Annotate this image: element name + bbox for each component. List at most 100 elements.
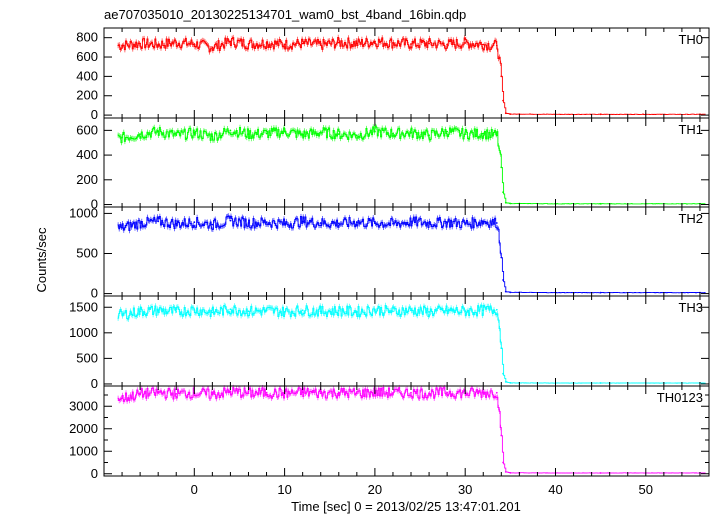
- data-point: [446, 130, 448, 133]
- data-point: [446, 309, 448, 312]
- panel-label-th0123: TH0123: [657, 390, 703, 405]
- data-point: [175, 41, 178, 44]
- data-point: [500, 347, 503, 350]
- data-point: [504, 471, 507, 473]
- y-tick-label: 3000: [69, 398, 98, 413]
- data-point: [301, 309, 304, 312]
- y-tick-label: 600: [76, 49, 98, 64]
- y-tick-label: 0: [91, 107, 98, 122]
- data-point: [410, 220, 412, 223]
- data-point: [482, 309, 485, 312]
- y-tick-label: 0: [91, 197, 98, 212]
- data-point: [500, 166, 503, 169]
- data-point: [157, 43, 160, 46]
- panel-frame: [103, 385, 710, 477]
- data-point: [229, 219, 232, 222]
- data-point: [157, 309, 160, 312]
- series-line-th0123: [117, 386, 706, 474]
- data-point: [193, 308, 196, 311]
- data-point: [500, 434, 503, 437]
- y-tick-label: 500: [76, 350, 98, 365]
- data-point: [464, 42, 467, 44]
- data-point: [502, 279, 504, 281]
- panel-th0: 0 200 400 600 800 TH0: [76, 27, 710, 122]
- data-point: [211, 393, 214, 396]
- data-point: [495, 222, 498, 224]
- y-tick-label: 200: [76, 88, 98, 103]
- data-point: [139, 222, 142, 224]
- data-point: [337, 309, 340, 312]
- data-point: [265, 132, 268, 135]
- data-point: [374, 222, 376, 224]
- panel-frame: [103, 27, 710, 119]
- error-bars-th2: [117, 213, 502, 256]
- data-point: [319, 392, 322, 395]
- data-point: [193, 43, 196, 45]
- data-point: [355, 221, 358, 224]
- data-point: [265, 309, 268, 312]
- x-tick-label: 50: [639, 482, 653, 497]
- data-point: [157, 130, 160, 133]
- data-point: [410, 391, 412, 394]
- data-point: [599, 113, 602, 116]
- data-point: [446, 221, 448, 224]
- y-tick-label: 1000: [69, 443, 98, 458]
- data-point: [392, 222, 394, 225]
- data-point: [410, 309, 412, 312]
- data-point: [175, 311, 178, 313]
- data-point: [410, 131, 412, 134]
- data-point: [446, 391, 448, 394]
- data-point: [599, 291, 602, 294]
- data-point: [247, 222, 250, 224]
- data-point: [139, 310, 142, 313]
- data-point: [599, 472, 602, 474]
- y-tick-label: 1000: [69, 325, 98, 340]
- data-point: [157, 220, 160, 223]
- data-point: [283, 130, 286, 133]
- data-point: [509, 202, 512, 205]
- data-point: [337, 222, 340, 225]
- data-point: [482, 220, 485, 223]
- data-point: [495, 391, 498, 394]
- data-point: [495, 134, 498, 137]
- data-point: [464, 222, 467, 225]
- y-tick-label: 400: [76, 147, 98, 162]
- data-point: [599, 382, 602, 384]
- data-point: [502, 461, 504, 464]
- data-point: [428, 392, 430, 395]
- data-point: [319, 44, 322, 46]
- data-point: [301, 220, 304, 223]
- data-point: [319, 310, 322, 313]
- data-point: [139, 133, 142, 136]
- data-point: [504, 381, 507, 383]
- data-point: [374, 40, 376, 43]
- data-point: [229, 40, 232, 43]
- data-point: [283, 311, 286, 313]
- data-point: [175, 222, 178, 225]
- chart-title: ae707035010_20130225134701_wam0_bst_4ban…: [104, 7, 466, 22]
- data-point: [247, 392, 250, 395]
- data-point: [121, 44, 123, 47]
- data-point: [504, 290, 507, 293]
- series-line-th0: [117, 36, 706, 115]
- data-point: [265, 391, 268, 394]
- data-point: [482, 43, 485, 46]
- data-point: [211, 223, 214, 226]
- data-point: [139, 393, 142, 395]
- x-tick-label: 30: [458, 482, 472, 497]
- data-point: [247, 310, 250, 313]
- data-point: [482, 391, 485, 394]
- error-bars-th1: [117, 123, 502, 157]
- data-point: [337, 41, 340, 44]
- data-point: [193, 221, 196, 224]
- data-point: [211, 311, 214, 314]
- data-point: [500, 256, 503, 259]
- data-point: [392, 42, 394, 44]
- data-point: [211, 46, 214, 49]
- series-line-th3: [117, 304, 706, 384]
- data-point: [229, 390, 232, 393]
- y-axis-title: Counts/sec: [34, 227, 49, 293]
- data-point: [265, 42, 268, 44]
- data-point: [509, 291, 512, 294]
